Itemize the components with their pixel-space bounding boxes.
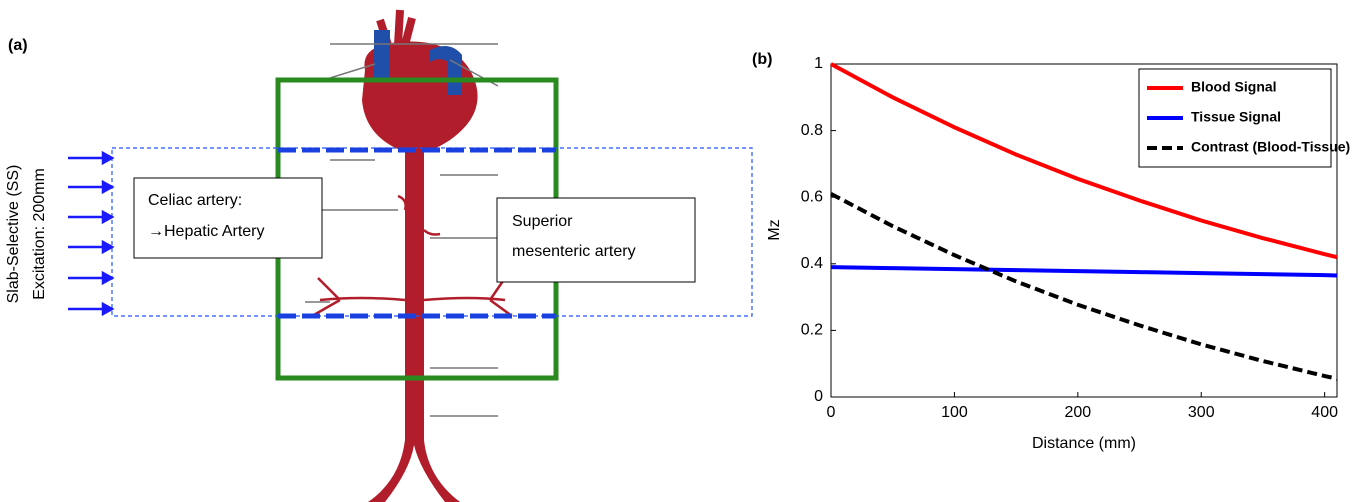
panel-label: (b) [752,51,772,68]
slab-label: Slab-Selective (SS) [5,165,22,304]
y-tick-label: 0.2 [801,322,823,339]
y-axis-label: Mz [766,219,783,240]
y-tick-label: 1 [814,55,823,72]
data-line [831,194,1337,379]
y-tick-label: 0.4 [801,255,823,272]
x-tick-label: 300 [1188,404,1215,421]
celiac-label: Celiac artery: [148,192,242,209]
y-tick-label: 0 [814,388,823,405]
arrows [68,153,112,314]
panel-b: (b) Distance (mm) Mz 0 100 200 300 400 0 0.2 0.… [752,51,1350,452]
celiac-label: →Hepatic Artery [148,223,264,240]
panel-a: (a) Slab-Selective (SS) Excitation: 200m… [5,10,752,502]
legend-label: Contrast (Blood-Tissue) [1191,139,1350,155]
data-line [831,267,1337,275]
aorta [312,140,512,502]
sma-label: mesenteric artery [512,243,636,260]
panel-label: (a) [8,37,28,54]
figure: (a) Slab-Selective (SS) Excitation: 200m… [0,0,1359,502]
sma-label: Superior [512,213,573,230]
x-tick-label: 0 [827,404,836,421]
y-tick-label: 0.6 [801,188,823,205]
y-tick-label: 0.8 [801,122,823,139]
legend-label: Tissue Signal [1191,109,1281,125]
x-axis-label: Distance (mm) [1032,435,1136,452]
x-tick-label: 200 [1064,404,1091,421]
slab-label: Excitation: 200mm [31,168,48,300]
x-tick-label: 100 [941,404,968,421]
legend-label: Blood Signal [1191,79,1277,95]
x-tick-label: 400 [1311,404,1338,421]
sma-box [497,198,695,282]
celiac-box [134,178,322,258]
